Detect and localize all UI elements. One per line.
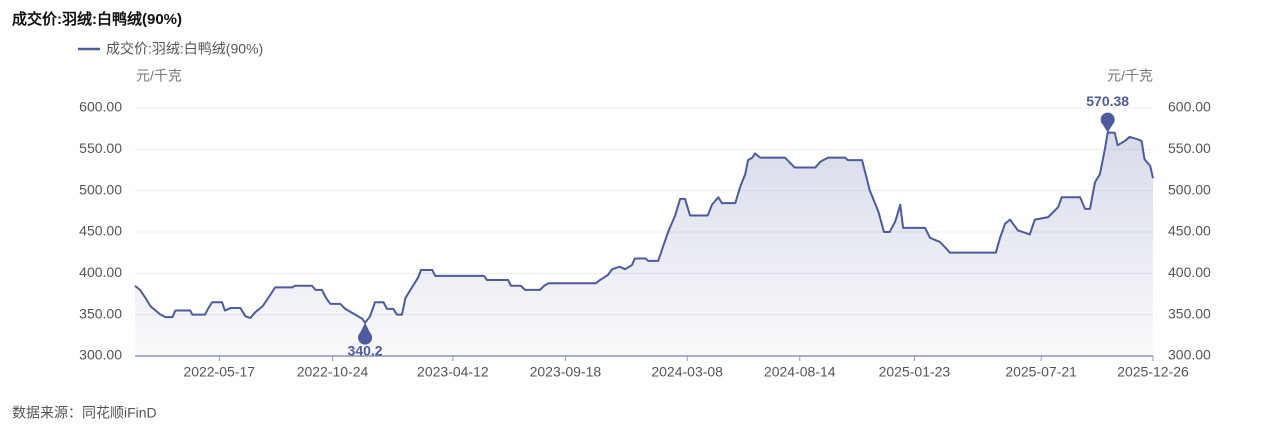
marker-pin	[358, 322, 373, 345]
y-tick-label: 400.00	[79, 264, 122, 280]
y2-tick-label: 500.00	[1168, 181, 1211, 197]
y2-tick-label: 550.00	[1168, 140, 1211, 156]
y2-tick-label: 600.00	[1168, 99, 1211, 115]
y-tick-label: 350.00	[79, 305, 122, 321]
y-tick-label: 450.00	[79, 223, 122, 239]
chart-title: 成交价:羽绒:白鸭绒(90%)	[12, 10, 182, 28]
y2-tick-label: 450.00	[1168, 223, 1211, 239]
area	[135, 132, 1153, 356]
x-tick-label: 2025-07-21	[1005, 364, 1077, 380]
marker-pin	[1100, 112, 1115, 133]
x-tick-label: 2023-09-18	[530, 364, 602, 380]
y-tick-label: 600.00	[79, 99, 122, 115]
x-tick-label: 2022-10-24	[297, 364, 369, 380]
x-tick-label: 2024-08-14	[764, 364, 836, 380]
y-unit: 元/千克	[136, 68, 182, 84]
y2-tick-label: 300.00	[1168, 347, 1211, 363]
x-tick-label: 2022-05-17	[183, 364, 255, 380]
y2-tick-label: 400.00	[1168, 264, 1211, 280]
y2-unit: 元/千克	[1107, 68, 1153, 84]
x-tick-label: 2025-12-26	[1117, 364, 1189, 380]
x-tick-label: 2023-04-12	[417, 364, 489, 380]
x-tick-label: 2024-03-08	[651, 364, 723, 380]
y-tick-label: 500.00	[79, 181, 122, 197]
legend-label: 成交价:羽绒:白鸭绒(90%)	[106, 41, 263, 57]
y-tick-label: 550.00	[79, 140, 122, 156]
source-note: 数据来源：同花顺iFinD	[12, 405, 157, 421]
marker-label: 340.2	[348, 342, 383, 358]
marker-label: 570.38	[1086, 93, 1129, 109]
line	[134, 131, 1154, 324]
y-tick-label: 300.00	[79, 347, 122, 363]
y2-tick-label: 350.00	[1168, 305, 1211, 321]
x-tick-label: 2025-01-23	[879, 364, 951, 380]
